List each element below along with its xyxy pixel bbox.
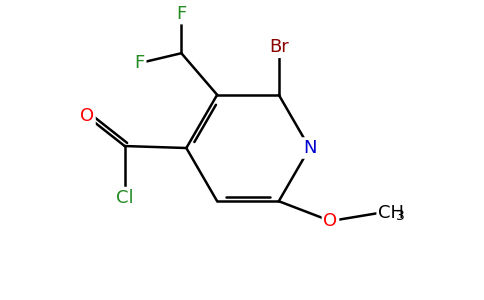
Text: O: O	[80, 107, 94, 125]
Text: CH: CH	[378, 204, 404, 222]
Text: Br: Br	[269, 38, 288, 56]
Text: O: O	[323, 212, 337, 230]
Text: 3: 3	[396, 209, 405, 223]
Text: F: F	[135, 54, 145, 72]
Text: Cl: Cl	[116, 189, 134, 207]
Text: N: N	[303, 139, 317, 157]
Text: F: F	[176, 4, 186, 22]
